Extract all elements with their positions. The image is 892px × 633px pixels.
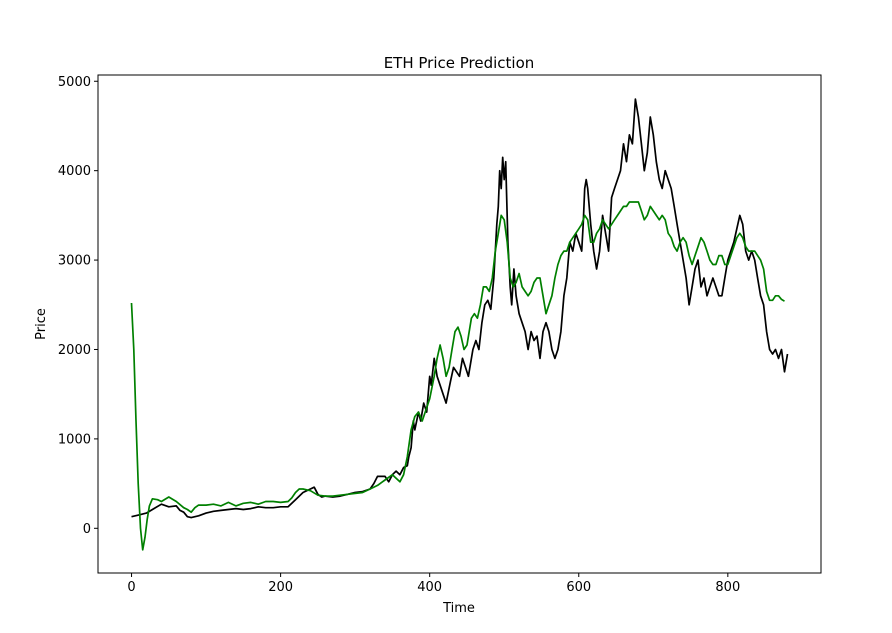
- x-tick-label: 0: [127, 580, 135, 595]
- x-tick-label: 400: [417, 580, 442, 595]
- plot-frame: [97, 74, 822, 574]
- y-axis-title: Price: [34, 308, 49, 340]
- y-tick-label: 0: [83, 522, 91, 537]
- chart-title: ETH Price Prediction: [384, 54, 535, 72]
- x-tick-label: 200: [268, 580, 293, 595]
- axes-layer: 0 200 400 600 800 0 1000 2000 3000 4000 5000: [58, 75, 740, 595]
- x-axis-title: Time: [442, 601, 475, 616]
- series-layer: [130, 98, 789, 551]
- series-line-2: [130, 201, 785, 551]
- x-tick-label: 800: [715, 580, 740, 595]
- y-tick-label: 1000: [58, 432, 91, 447]
- y-tick-label: 4000: [58, 164, 91, 179]
- x-tick-label: 600: [566, 580, 591, 595]
- y-tick-label: 2000: [58, 343, 91, 358]
- y-tick-label: 3000: [58, 254, 91, 269]
- y-tick-label: 5000: [58, 75, 91, 90]
